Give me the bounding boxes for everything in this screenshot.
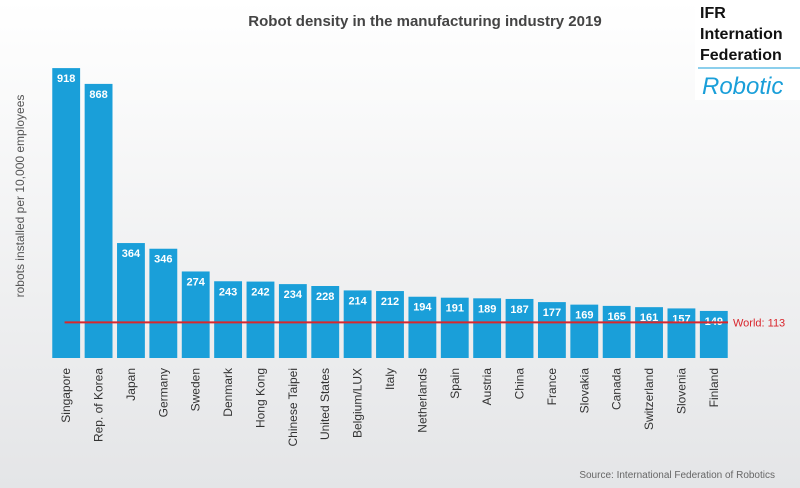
value-label: 868 — [89, 89, 107, 101]
bar — [408, 296, 437, 358]
chart-title: Robot density in the manufacturing indus… — [248, 13, 601, 30]
value-label: 161 — [640, 312, 658, 324]
x-tick-label: Finland — [707, 368, 721, 407]
x-tick-label: Japan — [124, 368, 138, 401]
x-tick-label: Rep. of Korea — [92, 368, 106, 442]
x-tick-label: Spain — [448, 368, 462, 399]
logo-box — [695, 0, 800, 100]
x-tick-label: Chinese Taipei — [286, 368, 300, 447]
logo-text: IFR — [700, 5, 726, 22]
logo-text: Federation — [700, 47, 782, 64]
bar — [181, 271, 210, 358]
bar — [699, 310, 728, 358]
bar — [343, 290, 372, 358]
bar — [635, 307, 663, 358]
bar — [84, 83, 113, 358]
value-label: 918 — [57, 73, 75, 85]
bar — [440, 297, 469, 358]
x-tick-label: Netherlands — [415, 368, 429, 433]
bar — [214, 281, 243, 358]
x-tick-label: Switzerland — [642, 368, 656, 430]
value-label: 187 — [510, 304, 528, 316]
bar — [537, 302, 566, 358]
logo-script: Robotic — [702, 73, 783, 100]
logo-text: Internation — [700, 26, 783, 43]
x-tick-label: Denmark — [221, 367, 235, 417]
x-tick-label: Sweden — [189, 368, 203, 411]
bar — [570, 304, 599, 358]
x-tick-label: Singapore — [59, 368, 73, 423]
x-tick-label: Germany — [156, 368, 170, 417]
bar — [376, 291, 404, 358]
x-tick-label: Austria — [480, 368, 494, 406]
bar — [602, 305, 631, 358]
value-label: 169 — [575, 310, 593, 322]
value-label: 346 — [154, 254, 172, 266]
value-label: 212 — [381, 296, 399, 308]
value-label: 157 — [672, 313, 690, 325]
bar — [505, 298, 534, 358]
x-tick-label: Slovakia — [577, 368, 591, 414]
logo: IFR Internation Federation Robotic — [695, 0, 800, 100]
x-tick-label: France — [545, 368, 559, 406]
value-label: 214 — [348, 295, 367, 307]
value-label: 194 — [413, 302, 432, 314]
x-tick-label: Italy — [383, 368, 397, 390]
x-tick-label: United States — [318, 368, 332, 440]
value-label: 243 — [219, 286, 237, 298]
value-label: 177 — [543, 307, 561, 319]
x-tick-label: Belgium/LUX — [351, 368, 365, 438]
x-tick-label: Hong Kong — [253, 368, 267, 428]
source: Source: International Federation of Robo… — [579, 470, 775, 481]
y-axis-label: robots installed per 10,000 employees — [13, 95, 27, 298]
bar — [117, 243, 145, 358]
x-tick-label: China — [513, 368, 527, 400]
value-label: 364 — [122, 248, 141, 260]
reference-label: World: 113 — [733, 317, 785, 329]
x-tick-label: Slovenia — [674, 368, 688, 414]
bar — [278, 284, 307, 358]
bar — [246, 281, 275, 358]
value-label: 189 — [478, 303, 496, 315]
bar — [52, 68, 81, 359]
value-label: 242 — [251, 287, 269, 299]
value-label: 191 — [446, 303, 464, 315]
bar — [667, 308, 696, 358]
bar — [149, 248, 178, 358]
x-tick-label: Canada — [610, 368, 624, 410]
value-label: 228 — [316, 291, 334, 303]
bar — [473, 298, 502, 358]
value-label: 165 — [607, 311, 625, 323]
value-label: 234 — [284, 289, 303, 301]
value-label: 274 — [187, 276, 206, 288]
